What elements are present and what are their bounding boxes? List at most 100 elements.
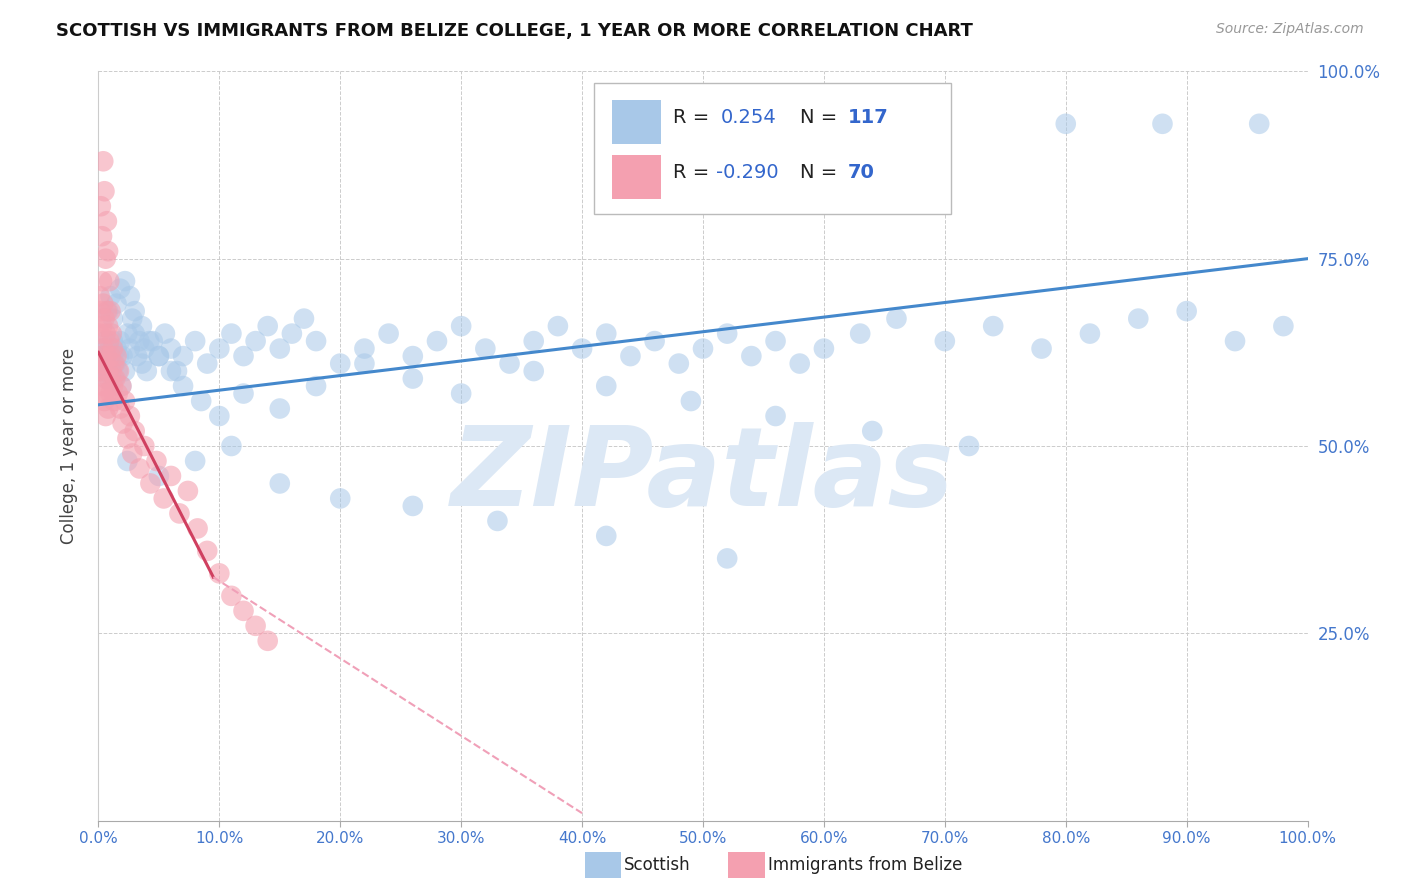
Point	[89, 289, 111, 303]
Point	[190, 394, 212, 409]
Point	[111, 417, 134, 431]
Point	[114, 394, 136, 409]
Point	[127, 349, 149, 363]
Point	[644, 334, 666, 348]
Point	[101, 342, 124, 356]
Point	[679, 394, 702, 409]
Text: Source: ZipAtlas.com: Source: ZipAtlas.com	[1216, 22, 1364, 37]
Point	[269, 476, 291, 491]
Point	[208, 566, 231, 581]
Point	[108, 334, 131, 348]
Point	[131, 357, 153, 371]
Point	[195, 357, 218, 371]
Point	[184, 454, 207, 468]
Point	[91, 379, 114, 393]
Point	[1175, 304, 1198, 318]
FancyBboxPatch shape	[613, 154, 661, 199]
Point	[886, 311, 908, 326]
Point	[117, 326, 139, 341]
Point	[245, 619, 267, 633]
Point	[97, 319, 120, 334]
Point	[91, 154, 114, 169]
Point	[1031, 342, 1053, 356]
Point	[128, 334, 150, 348]
Point	[402, 371, 425, 385]
Point	[138, 334, 160, 348]
Point	[221, 439, 243, 453]
Point	[402, 349, 425, 363]
Point	[105, 342, 128, 356]
Point	[232, 604, 254, 618]
Point	[571, 342, 593, 356]
Point	[97, 364, 120, 378]
Point	[765, 409, 787, 423]
Point	[131, 319, 153, 334]
Point	[134, 342, 156, 356]
Point	[221, 589, 243, 603]
Point	[245, 334, 267, 348]
Point	[96, 371, 118, 385]
Point	[96, 349, 118, 363]
Point	[716, 326, 738, 341]
Text: 117: 117	[848, 108, 889, 128]
Point	[107, 386, 129, 401]
Point	[104, 371, 127, 385]
Point	[97, 244, 120, 259]
Point	[1128, 311, 1150, 326]
Point	[114, 274, 136, 288]
Point	[94, 326, 117, 341]
Point	[118, 289, 141, 303]
Point	[1078, 326, 1101, 341]
Point	[121, 446, 143, 460]
Point	[103, 394, 125, 409]
Point	[134, 439, 156, 453]
Point	[450, 386, 472, 401]
Point	[100, 386, 122, 401]
Point	[145, 454, 167, 468]
Point	[91, 319, 114, 334]
Point	[91, 296, 114, 310]
Point	[148, 349, 170, 363]
Point	[166, 364, 188, 378]
Point	[152, 491, 174, 506]
Point	[305, 334, 328, 348]
Text: 70: 70	[848, 163, 875, 182]
Point	[668, 357, 690, 371]
Point	[232, 349, 254, 363]
Point	[148, 469, 170, 483]
Point	[813, 342, 835, 356]
Point	[105, 349, 128, 363]
Point	[450, 319, 472, 334]
Point	[208, 342, 231, 356]
Point	[93, 184, 115, 198]
Text: R =: R =	[672, 108, 709, 128]
Point	[172, 349, 194, 363]
Point	[523, 364, 546, 378]
Point	[595, 326, 617, 341]
Point	[474, 342, 496, 356]
Point	[100, 342, 122, 356]
Point	[94, 371, 117, 385]
Point	[195, 544, 218, 558]
Point	[93, 357, 115, 371]
Text: R =: R =	[672, 163, 709, 182]
Point	[117, 454, 139, 468]
Point	[1152, 117, 1174, 131]
Point	[114, 364, 136, 378]
Point	[1054, 117, 1077, 131]
Point	[96, 386, 118, 401]
Point	[135, 364, 157, 378]
Text: N =: N =	[800, 108, 837, 128]
Point	[860, 424, 883, 438]
Point	[103, 357, 125, 371]
Point	[934, 334, 956, 348]
Point	[765, 334, 787, 348]
Point	[91, 364, 114, 378]
FancyBboxPatch shape	[613, 100, 661, 144]
Point	[1249, 117, 1271, 131]
Text: SCOTTISH VS IMMIGRANTS FROM BELIZE COLLEGE, 1 YEAR OR MORE CORRELATION CHART: SCOTTISH VS IMMIGRANTS FROM BELIZE COLLE…	[56, 22, 973, 40]
Text: 0.254: 0.254	[721, 108, 778, 128]
Point	[91, 342, 114, 356]
Point	[269, 342, 291, 356]
Point	[94, 409, 117, 423]
